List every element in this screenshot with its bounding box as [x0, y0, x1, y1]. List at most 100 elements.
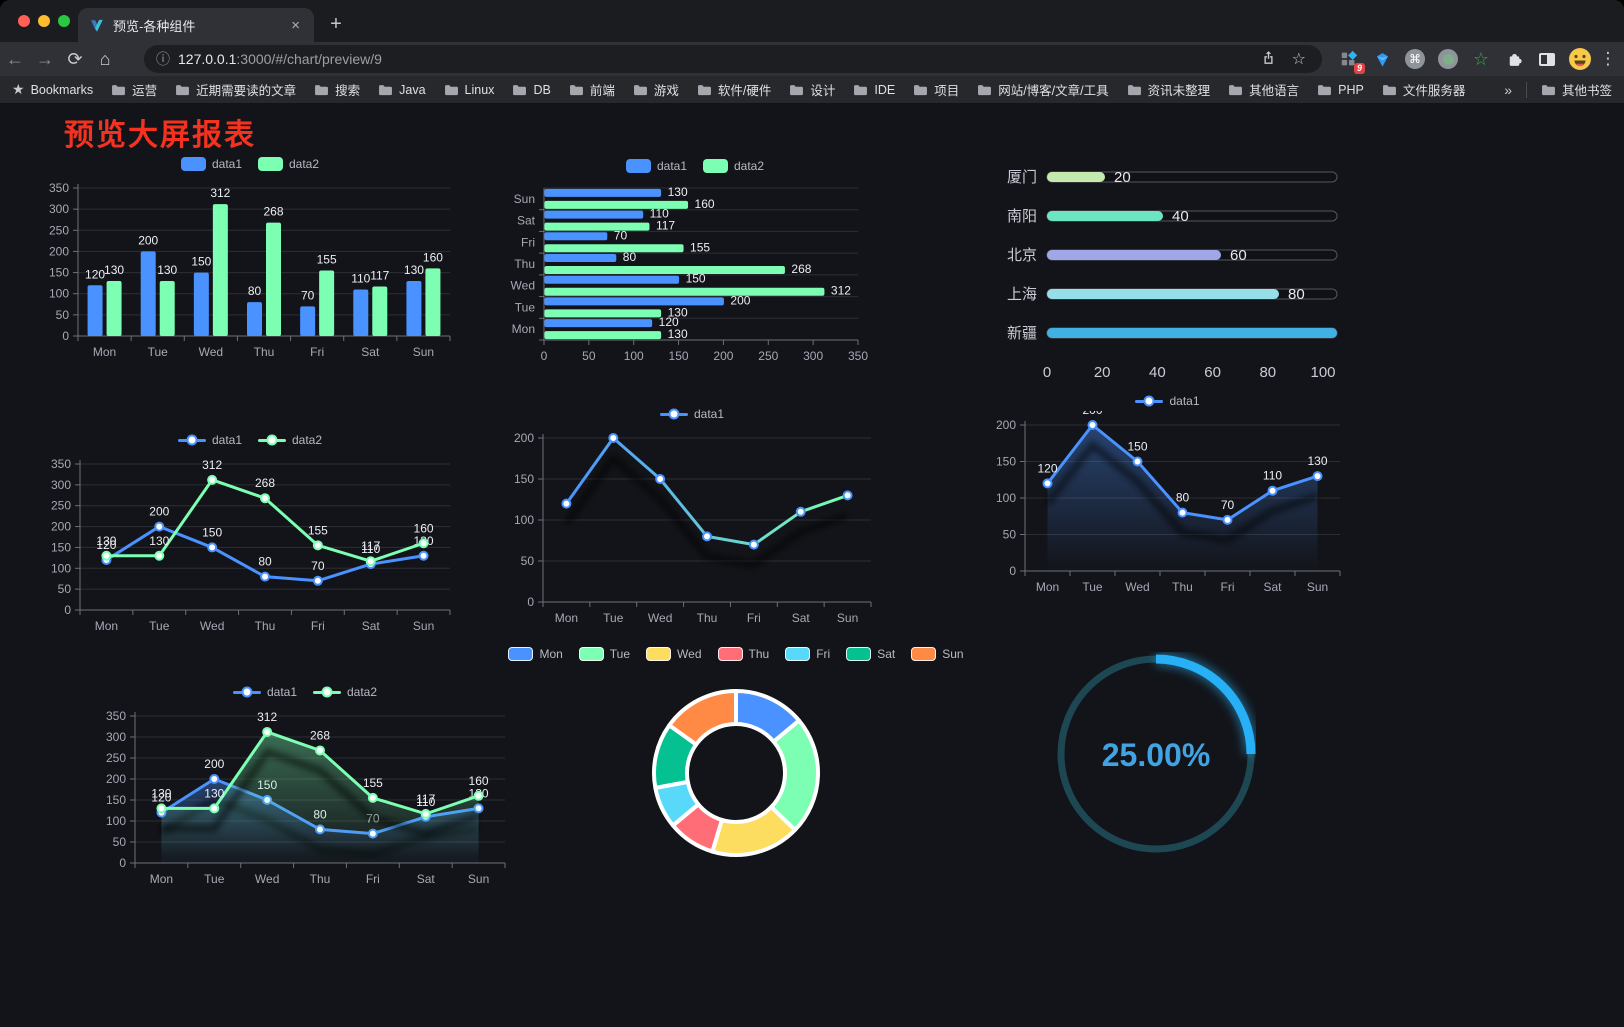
legend-item[interactable]: Wed: [646, 647, 702, 661]
bookmark-folder[interactable]: PHP: [1317, 83, 1364, 97]
svg-text:155: 155: [363, 776, 383, 790]
svg-text:300: 300: [106, 730, 126, 744]
chart-progress-bars: 厦门 20 南阳 40 北京 60 上海 80 新疆 100 0 20 40 60 80 100: [995, 159, 1371, 391]
legend-item[interactable]: data1: [177, 433, 242, 447]
svg-text:200: 200: [149, 505, 169, 519]
bookmarks-manager-item[interactable]: ★ Bookmarks: [12, 81, 94, 97]
bookmark-folder[interactable]: 设计: [789, 80, 835, 99]
bookmark-folder[interactable]: 游戏: [633, 80, 679, 99]
hbar-chart-canvas: 0 50 100 150 200 250 300 350 Mon Tue Wed Thu Fri Sat S…: [511, 185, 869, 363]
back-button[interactable]: ←: [6, 48, 24, 69]
bookmark-folder[interactable]: 软件/硬件: [697, 80, 771, 99]
zoom-window-button[interactable]: [58, 15, 70, 27]
svg-text:130: 130: [668, 305, 688, 319]
chart-legend: data1 data2: [500, 156, 890, 176]
legend-item[interactable]: Fri: [785, 647, 830, 661]
svg-text:Tue: Tue: [149, 619, 170, 633]
line-series-data1: [561, 433, 853, 569]
menu-kebab-icon[interactable]: ⋮: [1599, 49, 1617, 68]
extension-badge: 9: [1353, 63, 1365, 74]
svg-text:130: 130: [104, 263, 124, 277]
bookmarks-overflow-chevron[interactable]: »: [1504, 81, 1512, 98]
svg-text:150: 150: [1127, 440, 1147, 454]
bar-series-data1: 120 200 150 80 70 110 130: [85, 233, 424, 336]
share-icon[interactable]: [1257, 49, 1280, 70]
bookmark-folder[interactable]: 资讯未整理: [1127, 80, 1210, 99]
svg-text:20: 20: [1094, 364, 1111, 381]
legend-item[interactable]: data1: [232, 685, 297, 699]
chart-gauge: 25.00%: [1056, 652, 1258, 862]
new-tab-button[interactable]: +: [330, 13, 342, 35]
green-star-extension-icon[interactable]: ☆: [1472, 48, 1490, 69]
bookmark-folder[interactable]: 其他语言: [1228, 80, 1299, 99]
bookmark-folder[interactable]: 近期需要读的文章: [175, 80, 296, 99]
bookmark-folder[interactable]: 网站/博客/文章/工具: [977, 80, 1109, 99]
site-info-icon[interactable]: ⓘ: [156, 51, 170, 67]
svg-text:200: 200: [514, 431, 534, 445]
bookmark-folder[interactable]: DB: [512, 83, 551, 97]
svg-text:0: 0: [64, 603, 71, 617]
hbar-series-data1: 120 200 150 80 70 110 130: [544, 185, 751, 329]
legend-item[interactable]: data2: [258, 157, 319, 171]
side-panel-icon[interactable]: [1534, 46, 1560, 72]
svg-text:117: 117: [361, 539, 380, 553]
record-extension-icon[interactable]: [1435, 46, 1461, 72]
legend-item[interactable]: Sun: [911, 647, 964, 661]
svg-text:Wed: Wed: [511, 279, 535, 293]
folder-icon: [112, 84, 126, 95]
legend-item[interactable]: data2: [258, 433, 322, 447]
legend-item[interactable]: Mon: [508, 647, 563, 661]
folder-icon: [633, 84, 647, 95]
home-button[interactable]: ⌂: [99, 48, 111, 69]
svg-text:300: 300: [49, 202, 69, 216]
svg-text:300: 300: [51, 478, 71, 492]
legend-item[interactable]: data1: [1135, 394, 1200, 408]
bookmark-folder[interactable]: 搜索: [314, 80, 360, 99]
bookmark-star-icon[interactable]: ☆: [1291, 51, 1306, 68]
extension-grid-icon[interactable]: 9: [1336, 46, 1365, 74]
progress-row-厦门: 厦门 20: [1007, 169, 1338, 186]
puzzle-extensions-icon[interactable]: [1501, 46, 1527, 72]
gem-extension-icon[interactable]: [1369, 46, 1395, 72]
line-chart-canvas: 050100150200MonTueWedThuFriSatSun1202001…: [996, 403, 1341, 594]
legend-item[interactable]: Tue: [578, 647, 630, 661]
browser-tab[interactable]: 预览-各种组件 ×: [78, 8, 314, 42]
tab-close-button[interactable]: ×: [291, 16, 300, 34]
svg-text:110: 110: [416, 795, 435, 809]
svg-text:120: 120: [1037, 461, 1057, 475]
legend-item[interactable]: Sat: [846, 647, 895, 661]
svg-text:250: 250: [51, 499, 71, 513]
bookmark-folder[interactable]: 文件服务器: [1382, 80, 1465, 99]
bookmark-folder[interactable]: 前端: [569, 80, 615, 99]
tab-title: 预览-各种组件: [113, 18, 196, 34]
legend-item[interactable]: data1: [659, 407, 724, 421]
legend-item[interactable]: data2: [313, 685, 377, 699]
svg-text:40: 40: [1149, 364, 1166, 381]
other-bookmarks-folder[interactable]: 其他书签: [1541, 80, 1612, 99]
bookmark-folder[interactable]: Linux: [444, 83, 494, 97]
bookmark-folder[interactable]: 运营: [111, 80, 157, 99]
bookmark-folder[interactable]: IDE: [853, 83, 895, 97]
legend-item[interactable]: data1: [625, 159, 687, 173]
legend-item[interactable]: data2: [703, 159, 764, 173]
svg-text:厦门: 厦门: [1007, 169, 1037, 186]
extensions-row: 9 ⌘ ☆ ⋮: [1336, 42, 1617, 76]
close-window-button[interactable]: [18, 15, 30, 27]
legend-item[interactable]: Thu: [717, 647, 769, 661]
legend-item[interactable]: data1: [180, 157, 242, 171]
minimize-window-button[interactable]: [38, 15, 50, 27]
bookmark-folder[interactable]: Java: [378, 83, 426, 97]
reload-button[interactable]: ⟳: [67, 48, 83, 69]
command-extension-icon[interactable]: ⌘: [1402, 46, 1428, 72]
address-bar[interactable]: ⓘ 127.0.0.1:3000/#/chart/preview/9 ☆: [144, 45, 1322, 73]
bookmark-folder[interactable]: 项目: [913, 80, 959, 99]
svg-text:160: 160: [414, 521, 434, 535]
svg-text:250: 250: [49, 223, 69, 237]
profile-avatar[interactable]: [1567, 46, 1593, 72]
svg-text:Mon: Mon: [1036, 580, 1059, 594]
svg-text:100: 100: [1346, 325, 1347, 342]
forward-button[interactable]: →: [36, 48, 54, 69]
svg-text:70: 70: [311, 559, 325, 573]
svg-text:110: 110: [650, 207, 669, 221]
svg-text:100: 100: [996, 491, 1016, 505]
